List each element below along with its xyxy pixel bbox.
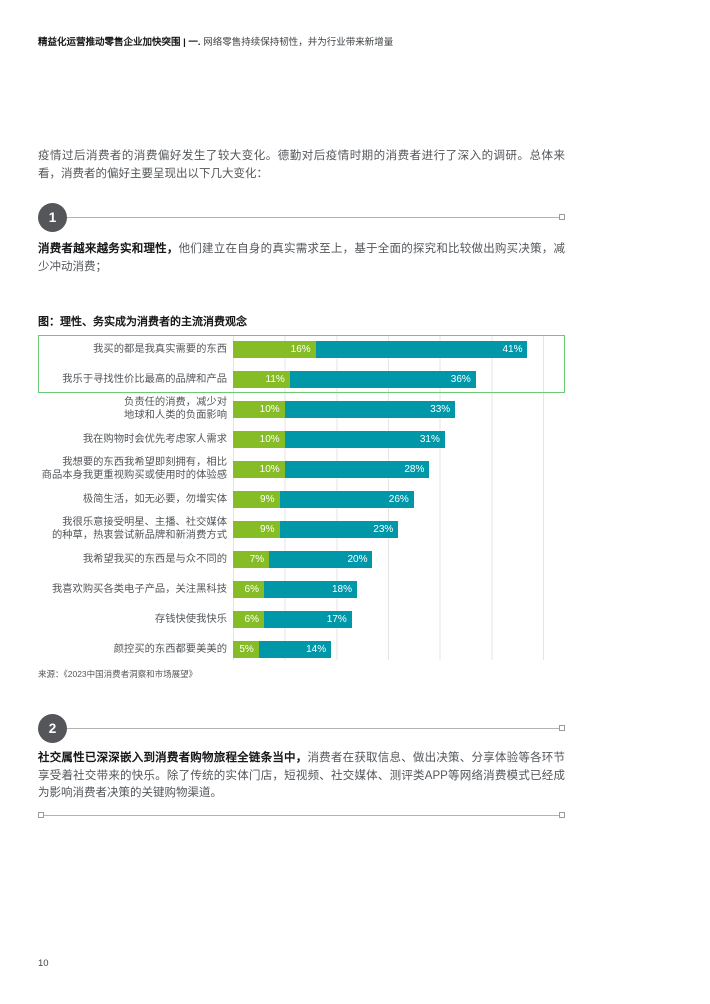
chart-bar: 11% 36% [233,370,476,388]
chart-category-label: 极简生活，如无必要，勿增实体 [82,493,227,505]
section-marker-1: 1 [38,202,565,232]
bar-segment-teal: 20% [269,550,373,568]
chart-bar: 16% 41% [233,340,528,358]
bar-segment-teal: 18% [264,580,357,598]
chart: 我买的都是我真实需要的东西 16% 41% 我乐于寻找性价比最高的品牌和产品 11% 36… [38,334,565,664]
bar-segment-green: 10% [233,400,285,418]
bottom-divider [38,812,565,818]
chart-category-label: 我想要的东西我希望即刻拥有，相比 商品本身我更重视购买或使用时的体验感 [41,457,227,481]
chart-category-label: 颜控买的东西都要美美的 [113,643,227,655]
section-1-lead: 消费者越来越务实和理性， [38,243,179,255]
line-end-dot [559,725,565,731]
chart-category-label: 存钱快使我快乐 [154,613,227,625]
chart-bar: 7% 20% [233,550,373,568]
bar-segment-green: 9% [233,520,280,538]
chart-bar: 9% 23% [233,520,399,538]
bar-segment-green: 11% [233,370,290,388]
bar-segment-green: 16% [233,340,316,358]
line-end-dot [38,812,44,818]
intro-paragraph: 疫情过后消费者的消费偏好发生了较大变化。德勤对后疫情时期的消费者进行了深入的调研… [38,150,565,180]
chart-row: 我希望我买的东西是与众不同的 7% 20% [38,544,565,574]
section-divider-line [67,216,559,218]
chart-row: 我乐于寻找性价比最高的品牌和产品 11% 36% [38,364,565,394]
bar-segment-green: 5% [233,640,259,658]
bar-segment-teal: 26% [279,490,414,508]
chart-row: 我喜欢购买各类电子产品，关注黑科技 6% 18% [38,574,565,604]
chart-category-label: 我希望我买的东西是与众不同的 [82,553,227,565]
section-1-paragraph: 消费者越来越务实和理性，他们建立在自身的真实需求至上，基于全面的探究和比较做出购… [38,241,565,276]
bar-segment-green: 10% [233,430,285,448]
line-end-dot [559,812,565,818]
chart-row: 我想要的东西我希望即刻拥有，相比 商品本身我更重视购买或使用时的体验感 10% 28… [38,454,565,484]
chart-category-label: 我买的都是我真实需要的东西 [93,343,227,355]
chart-bar: 10% 28% [233,460,430,478]
chart-bar: 10% 33% [233,400,456,418]
chart-bar: 10% 31% [233,430,445,448]
chart-source-note: 来源：《2023中国消费者洞察和市场展望》 [38,669,198,679]
chart-category-label: 负责任的消费，减少对 地球和人类的负面影响 [124,397,227,421]
chart-row: 我买的都是我真实需要的东西 16% 41% [38,334,565,364]
chart-title: 图：理性、务实成为消费者的主流消费观念 [38,316,247,328]
bar-segment-teal: 17% [264,610,352,628]
bar-segment-teal: 36% [289,370,476,388]
header-title-bold: 精益化运营推动零售企业加快突围 | 一. [38,37,201,48]
chart-bar: 5% 14% [233,640,332,658]
section-2-body: 消费者在获取信息、做出决策、分享体验等各环节享受着社交带来的快乐。除了传统的实体… [38,752,566,799]
bar-segment-green: 10% [233,460,285,478]
chart-row: 我在购物时会优先考虑家人需求 10% 31% [38,424,565,454]
chart-bar: 9% 26% [233,490,414,508]
header-title-regular: 网络零售持续保持韧性，并为行业带来新增量 [200,37,394,48]
divider-line [44,814,559,816]
chart-row: 颜控买的东西都要美美的 5% 14% [38,634,565,664]
chart-row: 我很乐意接受明星、主播、社交媒体 的种草，热衷尝试新品牌和新消费方式 9% 23% [38,514,565,544]
chart-bar: 6% 18% [233,580,357,598]
bar-segment-green: 9% [233,490,280,508]
bar-segment-green: 7% [233,550,270,568]
bar-segment-teal: 14% [258,640,332,658]
chart-category-label: 我喜欢购买各类电子产品，关注黑科技 [51,583,227,595]
chart-category-label: 我乐于寻找性价比最高的品牌和产品 [62,373,227,385]
chart-bar: 6% 17% [233,610,352,628]
section-number-badge: 2 [38,713,67,743]
section-number-badge: 1 [38,202,67,232]
bar-segment-teal: 28% [284,460,430,478]
bar-segment-teal: 23% [279,520,399,538]
section-2-paragraph: 社交属性已深深嵌入到消费者购物旅程全链条当中，消费者在获取信息、做出决策、分享体… [38,750,565,803]
chart-row: 极简生活，如无必要，勿增实体 9% 26% [38,484,565,514]
chart-rows: 我买的都是我真实需要的东西 16% 41% 我乐于寻找性价比最高的品牌和产品 11% 36… [38,334,565,664]
section-marker-2: 2 [38,713,565,743]
chart-row: 负责任的消费，减少对 地球和人类的负面影响 10% 33% [38,394,565,424]
chart-category-label: 我很乐意接受明星、主播、社交媒体 的种草，热衷尝试新品牌和新消费方式 [51,517,227,541]
chart-category-label: 我在购物时会优先考虑家人需求 [82,433,227,445]
bar-segment-green: 6% [233,610,264,628]
bar-segment-green: 6% [233,580,264,598]
section-2-lead: 社交属性已深深嵌入到消费者购物旅程全链条当中， [38,752,308,764]
section-1-body: 他们建立在自身的真实需求至上，基于全面的探究和比较做出购买决策，减少冲动消费； [38,243,565,273]
bar-segment-teal: 31% [284,430,445,448]
line-end-dot [559,214,565,220]
chart-row: 存钱快使我快乐 6% 17% [38,604,565,634]
bar-segment-teal: 41% [315,340,528,358]
bar-segment-teal: 33% [284,400,456,418]
document-header: 精益化运营推动零售企业加快突围 | 一. 网络零售持续保持韧性，并为行业带来新增… [38,36,565,49]
page-number: 10 [38,958,49,969]
section-divider-line [67,727,559,729]
